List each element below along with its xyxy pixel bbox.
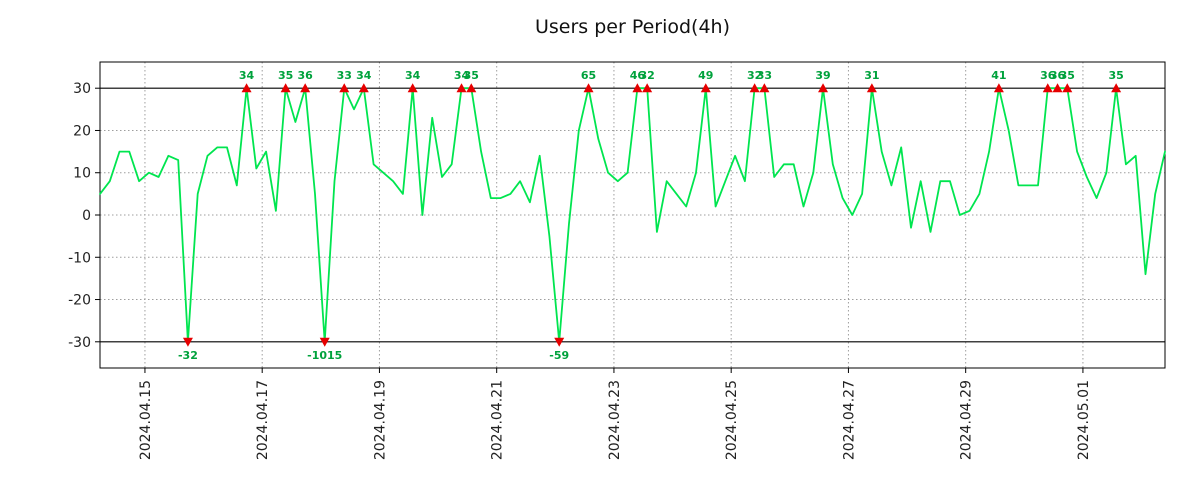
- peak-marker-icon: [632, 83, 643, 93]
- peak-value-label: 34: [454, 69, 470, 82]
- peak-value-label: 35: [278, 69, 293, 82]
- peak-value-label: 35: [464, 69, 479, 82]
- peak-value-label: 34: [239, 69, 255, 82]
- y-tick-label: 0: [82, 208, 91, 224]
- peak-value-label: 39: [815, 69, 830, 82]
- peak-value-label: 32: [747, 69, 762, 82]
- y-tick-label: -20: [68, 293, 91, 309]
- peak-marker-icon: [466, 83, 477, 93]
- chart-title: Users per Period(4h): [534, 16, 731, 38]
- peak-marker-icon: [456, 83, 467, 93]
- peak-marker-icon: [759, 83, 770, 93]
- peak-value-label: 33: [337, 69, 352, 82]
- peak-value-label: 49: [698, 69, 713, 82]
- peak-marker-icon: [1052, 83, 1063, 93]
- peak-marker-icon: [280, 83, 291, 93]
- peak-value-label: 34: [405, 69, 421, 82]
- peak-marker-icon: [993, 83, 1004, 93]
- x-tick-label: 2024.04.29: [959, 380, 975, 460]
- x-tick-label: 2024.04.25: [724, 380, 740, 460]
- peak-marker-icon: [339, 83, 350, 93]
- x-tick-label: 2024.04.27: [841, 380, 857, 460]
- peak-value-label: 36: [1050, 69, 1066, 82]
- peak-value-label: 36: [298, 69, 314, 82]
- peak-marker-icon: [700, 83, 711, 93]
- valley-value-label: -1015: [307, 349, 342, 362]
- peak-marker-icon: [1042, 83, 1053, 93]
- valley-marker-icon: [319, 337, 330, 347]
- peak-marker-icon: [407, 83, 418, 93]
- peak-marker-icon: [1062, 83, 1073, 93]
- peak-value-label: 33: [757, 69, 772, 82]
- peak-value-label: 34: [356, 69, 372, 82]
- x-tick-label: 2024.05.01: [1076, 380, 1092, 460]
- valley-value-label: -32: [178, 349, 198, 362]
- valley-value-label: -59: [549, 349, 569, 362]
- x-tick-label: 2024.04.23: [607, 380, 623, 460]
- peak-marker-icon: [358, 83, 369, 93]
- peak-value-label: 32: [639, 69, 654, 82]
- y-tick-label: 10: [73, 166, 91, 182]
- peak-marker-icon: [866, 83, 877, 93]
- y-tick-label: -30: [68, 335, 91, 351]
- peak-value-label: 36: [1040, 69, 1056, 82]
- peak-marker-icon: [642, 83, 653, 93]
- y-tick-label: 20: [73, 123, 91, 139]
- peak-value-label: 41: [991, 69, 1006, 82]
- peak-marker-icon: [818, 83, 829, 93]
- x-tick-label: 2024.04.15: [138, 380, 154, 460]
- peak-value-label: 35: [1108, 69, 1123, 82]
- valley-marker-icon: [182, 337, 193, 347]
- peak-marker-icon: [300, 83, 311, 93]
- x-tick-label: 2024.04.17: [255, 380, 271, 460]
- plot-frame: [99, 61, 1166, 369]
- peak-value-label: 31: [864, 69, 879, 82]
- peak-value-label: 35: [1060, 69, 1075, 82]
- peak-marker-icon: [1111, 83, 1122, 93]
- peak-marker-icon: [241, 83, 252, 93]
- series-line: [99, 87, 1166, 343]
- peak-marker-icon: [583, 83, 594, 93]
- y-tick-label: -10: [68, 250, 91, 266]
- peak-value-label: 46: [630, 69, 646, 82]
- x-tick-label: 2024.04.19: [372, 380, 388, 460]
- valley-marker-icon: [554, 337, 565, 347]
- y-tick-label: 30: [73, 81, 91, 97]
- x-tick-label: 2024.04.21: [490, 380, 506, 460]
- peak-value-label: 65: [581, 69, 596, 82]
- peak-marker-icon: [749, 83, 760, 93]
